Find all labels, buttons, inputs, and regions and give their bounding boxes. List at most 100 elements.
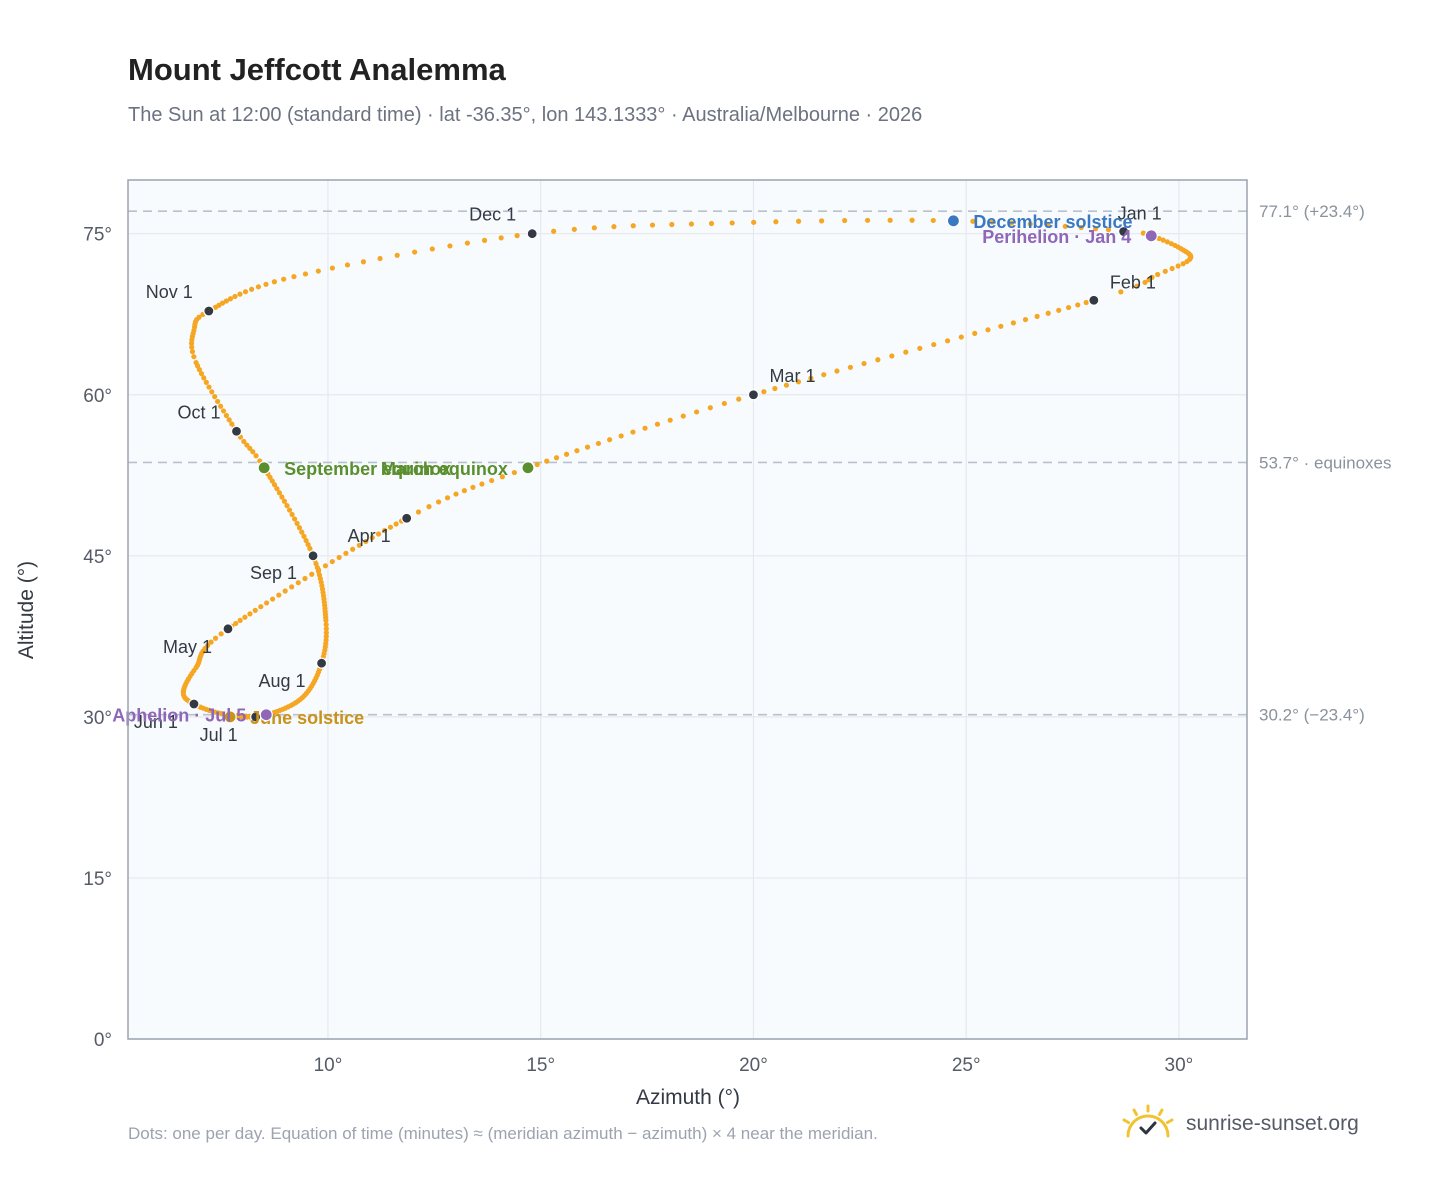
day-dot: [842, 217, 848, 224]
day-dot: [203, 379, 209, 385]
day-dot: [252, 607, 258, 613]
brand-name: sunrise-sunset.org: [1186, 1112, 1359, 1135]
day-dot: [1164, 239, 1170, 245]
day-dot: [415, 509, 422, 515]
day-dot: [688, 221, 695, 227]
day-dot: [276, 490, 282, 496]
day-dot: [322, 563, 329, 569]
day-dot: [591, 225, 597, 231]
chart-subtitle: The Sun at 12:00 (standard time) · lat -…: [128, 104, 923, 126]
day-dot: [284, 503, 290, 509]
day-dot: [970, 218, 976, 224]
day-dot: [1134, 283, 1140, 289]
day-dot: [1184, 258, 1190, 265]
x-tick-label: 10°: [314, 1055, 343, 1076]
day-dot: [751, 219, 757, 225]
day-dot: [232, 293, 238, 300]
day-dot: [1162, 268, 1168, 274]
month-marker: [315, 657, 328, 669]
day-dot: [1062, 223, 1068, 229]
day-dot: [233, 620, 239, 627]
day-dot: [227, 296, 234, 302]
day-dot: [818, 218, 825, 224]
day-dot: [241, 438, 247, 445]
footnote: Dots: one per day. Equation of time (min…: [128, 1124, 878, 1143]
day-dot: [289, 584, 295, 590]
month-label: Sep 1: [250, 563, 297, 583]
x-tick-label: 15°: [526, 1055, 555, 1076]
day-dot: [470, 484, 476, 490]
day-dot: [1155, 271, 1161, 278]
plot-frame: [127, 179, 1248, 1040]
day-dot: [618, 433, 624, 439]
event-marker: [223, 710, 237, 724]
month-label: Mar 1: [769, 366, 815, 386]
month-marker: [230, 425, 243, 437]
day-dot: [223, 412, 229, 419]
day-dot: [861, 360, 867, 367]
day-dot: [237, 617, 243, 624]
reference-lines-layer: 77.1° (+23.4°) 53.7° · equinoxes 30.2° (−2…: [128, 202, 1392, 725]
day-dot: [534, 461, 540, 468]
day-dot: [571, 226, 577, 232]
day-dot: [1142, 279, 1148, 286]
day-dot: [209, 389, 215, 395]
day-dot: [489, 477, 495, 484]
month-label: Jan 1: [1118, 204, 1162, 224]
y-tick-label: 30°: [83, 708, 112, 729]
day-dot: [649, 222, 656, 228]
event-label: June solstice: [250, 708, 364, 728]
day-dot: [313, 561, 319, 567]
month-label: Dec 1: [469, 205, 516, 225]
day-dot: [393, 521, 399, 527]
day-dot: [1056, 307, 1062, 313]
day-dot: [279, 494, 285, 500]
day-dot: [201, 375, 207, 381]
day-dot: [1075, 302, 1081, 308]
chart-title: Mount Jeffcott Analemma: [128, 52, 506, 87]
event-marker: [257, 461, 271, 475]
plot-background-layer: [128, 180, 1247, 1039]
day-dot: [286, 507, 293, 513]
month-marker: [747, 389, 760, 401]
month-marker: [188, 698, 200, 710]
month-label: Jul 1: [200, 725, 238, 745]
x-tick-label: 25°: [952, 1055, 981, 1076]
day-dot: [299, 529, 305, 535]
day-dot: [296, 525, 303, 531]
y-tick-label: 0°: [94, 1030, 112, 1051]
day-dot: [244, 442, 250, 448]
day-dot: [356, 542, 362, 548]
event-label: March equinox: [381, 459, 508, 479]
day-dot: [206, 384, 212, 390]
day-dot: [208, 639, 214, 645]
day-dot: [263, 281, 269, 287]
day-dot: [255, 284, 262, 290]
day-dot: [667, 417, 673, 423]
brand-logo[interactable]: sunrise-sunset.org: [1120, 1104, 1359, 1144]
event-marker: [1144, 229, 1158, 243]
day-dot: [377, 255, 383, 262]
day-dot: [773, 219, 779, 225]
event-label: Perihelion · Jan 4: [982, 227, 1131, 247]
day-dot: [931, 341, 937, 348]
month-markers-layer: Jan 1 Feb 1 Mar 1 Apr 1 May 1 Jun 1 Jul 1 Aug 1…: [134, 204, 1162, 745]
day-dot: [1008, 220, 1015, 226]
day-dot: [795, 218, 802, 224]
month-marker: [203, 305, 215, 317]
day-dot: [276, 592, 282, 598]
day-dot: [772, 385, 778, 392]
day-dot: [680, 413, 686, 419]
month-marker: [526, 228, 538, 240]
day-dot: [903, 349, 909, 355]
day-dot: [435, 499, 442, 505]
day-dot: [1180, 261, 1186, 267]
day-dot: [220, 408, 227, 414]
day-dot: [989, 219, 995, 225]
day-dot: [226, 417, 232, 423]
day-dot: [795, 379, 802, 385]
day-dot: [808, 375, 814, 381]
day-dot: [511, 469, 517, 476]
day-dot: [1083, 299, 1089, 306]
